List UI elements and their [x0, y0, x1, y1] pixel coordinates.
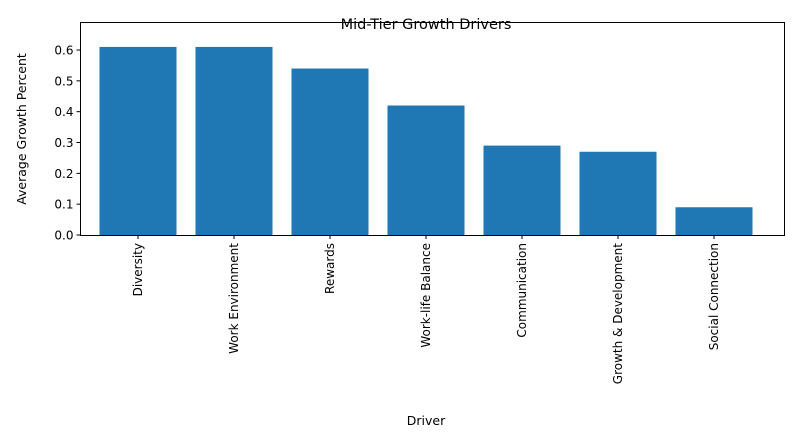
bar-work-environment [195, 46, 273, 236]
bar-growth-development [579, 151, 657, 235]
y-tick-label: 0.1 [54, 198, 73, 212]
y-tick-label: 0.5 [54, 74, 73, 88]
y-tick-label: 0.0 [54, 229, 73, 243]
y-axis-label: Average Growth Percent [14, 53, 29, 205]
x-tick-label: Work-life Balance [419, 243, 433, 348]
bars [99, 46, 753, 236]
x-tick-label: Growth & Development [611, 243, 625, 385]
bar-social-connection [675, 207, 753, 235]
y-tick-label: 0.6 [54, 44, 73, 58]
bar-diversity [99, 46, 177, 236]
x-tick-label: Social Connection [707, 243, 721, 350]
plot-frame [80, 22, 785, 236]
y-axis-ticks: 0.0 0.1 0.2 0.3 0.4 0.5 0.6 [54, 44, 81, 243]
x-tick-label: Communication [515, 243, 529, 338]
y-tick-label: 0.3 [54, 136, 73, 150]
bar-work-life-balance [387, 105, 465, 235]
bar-rewards [291, 68, 369, 235]
y-tick-label: 0.4 [54, 105, 73, 119]
x-tick-label: Diversity [131, 243, 145, 296]
x-axis-ticks: Diversity Work Environment Rewards Work-lif… [131, 235, 721, 384]
x-axis-label: Driver [407, 413, 446, 428]
y-tick-label: 0.2 [54, 167, 73, 181]
bar-communication [483, 145, 561, 235]
chart-title: Mid-Tier Growth Drivers [341, 17, 512, 33]
x-tick-label: Rewards [323, 243, 337, 294]
x-tick-label: Work Environment [227, 243, 241, 354]
